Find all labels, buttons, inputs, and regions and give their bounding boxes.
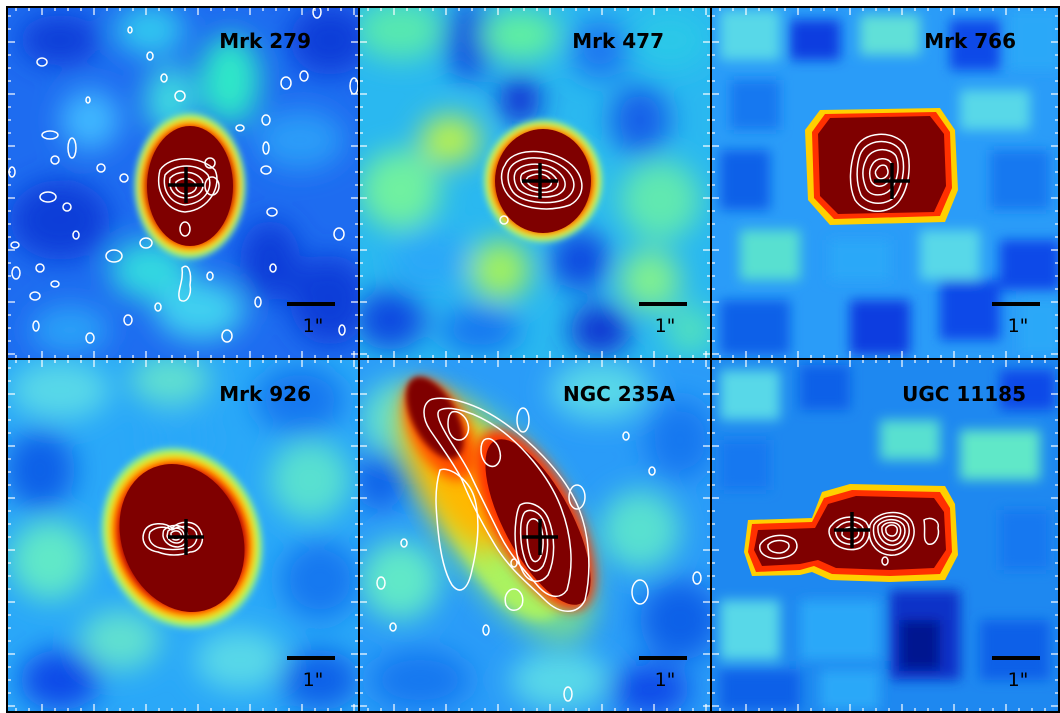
panel-borders (6, 6, 1060, 713)
panel-mrk279: Mrk 279 1" (7, 7, 359, 359)
noise-map (359, 360, 711, 713)
panel-title: Mrk 926 (219, 382, 311, 406)
noise-map (359, 7, 711, 355)
scale-bar-label: 1" (303, 315, 324, 337)
saturated-core (754, 496, 946, 570)
scale-bar (287, 302, 335, 306)
plus-cross-icon (874, 163, 910, 199)
scale-bar (992, 302, 1040, 306)
scale-bar (639, 302, 687, 306)
panel-title: Mrk 477 (572, 29, 664, 53)
noise-map (720, 365, 1055, 710)
scale-bar-label: 1" (655, 669, 676, 691)
noise-map (7, 359, 359, 710)
plus-cross-icon (834, 512, 870, 548)
panel-title: Mrk 766 (924, 29, 1016, 53)
plus-cross-icon (522, 163, 558, 199)
plus-cross-icon (522, 519, 558, 555)
scale-bar-label: 1" (303, 669, 324, 691)
contours (499, 150, 583, 225)
panel-mrk766: Mrk 766 1" (711, 7, 1060, 359)
scale-bar (639, 656, 687, 660)
contours (376, 397, 702, 702)
panel-mrk926: Mrk 926 1" (7, 359, 359, 713)
scale-bar-label: 1" (655, 315, 676, 337)
panel-ugc11185: UGC 11185 1" (711, 359, 1060, 713)
scale-bar-label: 1" (1008, 669, 1029, 691)
noise-map (720, 10, 1060, 355)
panel-title: Mrk 279 (219, 29, 311, 53)
plus-cross-icon (168, 519, 204, 555)
scale-bar-label: 1" (1008, 315, 1029, 337)
panel-mrk477: Mrk 477 1" (359, 7, 711, 359)
scale-bar (287, 656, 335, 660)
panel-ngc235a: NGC 235A 1" (359, 359, 711, 713)
plus-cross-icon (168, 167, 204, 203)
scale-bar (992, 656, 1040, 660)
panel-title: NGC 235A (563, 382, 676, 406)
panel-title: UGC 11185 (902, 382, 1026, 406)
